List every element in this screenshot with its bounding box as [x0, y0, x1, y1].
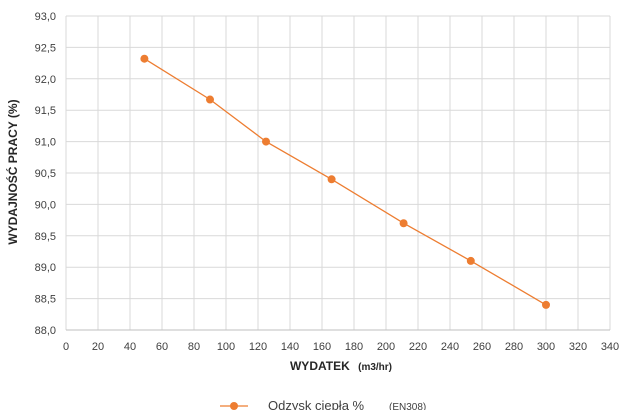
x-tick-label: 240 — [441, 341, 459, 353]
y-tick-label: 93,0 — [35, 11, 56, 23]
x-tick-label: 100 — [217, 341, 235, 353]
x-tick-label: 300 — [537, 341, 555, 353]
x-tick-label: 320 — [569, 341, 587, 353]
y-tick-label: 89,0 — [35, 262, 56, 274]
data-point — [542, 300, 550, 309]
y-tick-label: 92,5 — [35, 42, 56, 54]
x-axis-unit: (m3/hr) — [358, 362, 392, 373]
y-tick-label: 90,0 — [35, 199, 56, 211]
y-tick-label: 88,5 — [35, 294, 56, 306]
x-tick-label: 280 — [505, 341, 523, 353]
x-tick-label: 40 — [124, 341, 136, 353]
y-tick-label: 91,5 — [35, 105, 56, 117]
data-point — [206, 95, 214, 104]
x-tick-label: 0 — [63, 341, 69, 353]
x-tick-label: 200 — [377, 341, 395, 353]
data-point — [140, 54, 149, 63]
x-tick-label: 340 — [601, 341, 619, 353]
data-point — [399, 219, 408, 228]
x-tick-labels: 0 20 40 60 80 100 120 140 160 180 200 220 240 260 280 3… — [63, 341, 619, 353]
y-tick-label: 90,5 — [35, 168, 56, 180]
data-point — [327, 175, 336, 184]
series-line — [144, 58, 547, 306]
data-point — [466, 256, 475, 265]
x-tick-label: 20 — [92, 341, 104, 353]
series-layer — [140, 54, 550, 309]
x-axis-title-text: WYDATEK — [290, 359, 350, 373]
x-tick-label: 160 — [313, 341, 331, 353]
x-tick-label: 60 — [156, 341, 168, 353]
legend-note: (EN308) — [389, 402, 426, 410]
y-tick-label: 91,0 — [35, 137, 56, 149]
y-axis-title: WYDAJNOŚĆ PRACY (%) — [5, 99, 20, 244]
x-tick-label: 140 — [281, 341, 299, 353]
legend: Odzysk ciepła % (EN308) — [220, 398, 426, 410]
x-tick-label: 80 — [188, 341, 200, 353]
horizontal-gridlines — [66, 15, 610, 300]
x-tick-label: 120 — [249, 341, 267, 353]
y-tick-label: 92,0 — [35, 74, 56, 86]
x-tick-label: 260 — [473, 341, 491, 353]
x-axis-title: WYDATEK (m3/hr) — [290, 359, 392, 373]
y-tick-label: 89,5 — [35, 231, 56, 243]
y-tick-label: 88,0 — [35, 325, 56, 337]
y-tick-labels: 93,0 92,5 92,0 91,5 91,0 90,5 90,0 89,5 89,0 88,5… — [35, 11, 56, 337]
x-tick-label: 180 — [345, 341, 363, 353]
legend-marker-swatch — [230, 402, 238, 410]
x-tick-label: 220 — [409, 341, 427, 353]
legend-label: Odzysk ciepła % — [268, 398, 365, 410]
data-point — [262, 137, 270, 146]
